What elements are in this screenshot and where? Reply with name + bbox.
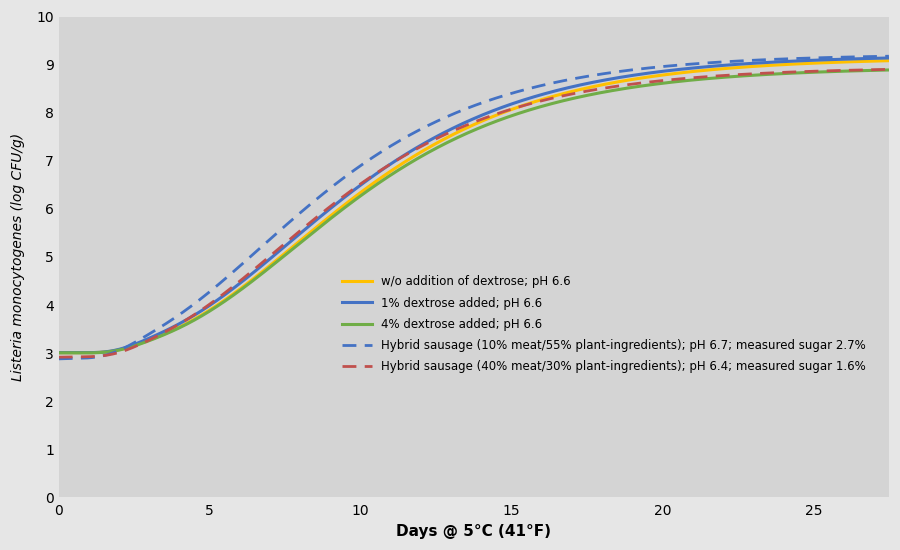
X-axis label: Days @ 5°C (41°F): Days @ 5°C (41°F)	[396, 524, 552, 539]
Hybrid sausage (40% meat/30% plant-ingredients); pH 6.4; measured sugar 1.6%	[53, 354, 64, 360]
Y-axis label: Listeria monocytogenes (log CFU/g): Listeria monocytogenes (log CFU/g)	[11, 133, 25, 381]
4% dextrose added; pH 6.6	[884, 67, 895, 73]
w/o addition of dextrose; pH 6.6	[53, 349, 64, 356]
4% dextrose added; pH 6.6	[390, 169, 400, 175]
Hybrid sausage (10% meat/55% plant-ingredients); pH 6.7; measured sugar 2.7%	[716, 59, 726, 65]
Hybrid sausage (40% meat/30% plant-ingredients); pH 6.4; measured sugar 1.6%	[701, 73, 712, 80]
Line: Hybrid sausage (40% meat/30% plant-ingredients); pH 6.4; measured sugar 1.6%: Hybrid sausage (40% meat/30% plant-ingre…	[58, 69, 889, 357]
4% dextrose added; pH 6.6	[701, 75, 712, 82]
Hybrid sausage (10% meat/55% plant-ingredients); pH 6.7; measured sugar 2.7%	[701, 60, 712, 67]
1% dextrose added; pH 6.6	[701, 63, 712, 70]
Hybrid sausage (40% meat/30% plant-ingredients); pH 6.4; measured sugar 1.6%	[389, 158, 400, 165]
1% dextrose added; pH 6.6	[884, 54, 895, 61]
Line: 4% dextrose added; pH 6.6: 4% dextrose added; pH 6.6	[58, 70, 889, 353]
w/o addition of dextrose; pH 6.6	[624, 76, 634, 83]
Hybrid sausage (10% meat/55% plant-ingredients); pH 6.7; measured sugar 2.7%	[884, 53, 895, 59]
Line: Hybrid sausage (10% meat/55% plant-ingredients); pH 6.7; measured sugar 2.7%: Hybrid sausage (10% meat/55% plant-ingre…	[58, 56, 889, 359]
Hybrid sausage (40% meat/30% plant-ingredients); pH 6.4; measured sugar 1.6%	[419, 141, 430, 148]
w/o addition of dextrose; pH 6.6	[419, 147, 430, 153]
Hybrid sausage (40% meat/30% plant-ingredients); pH 6.4; measured sugar 1.6%	[138, 339, 148, 346]
Hybrid sausage (40% meat/30% plant-ingredients); pH 6.4; measured sugar 1.6%	[716, 73, 726, 79]
Line: 1% dextrose added; pH 6.6: 1% dextrose added; pH 6.6	[58, 58, 889, 353]
Hybrid sausage (40% meat/30% plant-ingredients); pH 6.4; measured sugar 1.6%	[624, 81, 634, 88]
1% dextrose added; pH 6.6	[419, 140, 430, 146]
w/o addition of dextrose; pH 6.6	[389, 166, 400, 172]
Hybrid sausage (10% meat/55% plant-ingredients); pH 6.7; measured sugar 2.7%	[624, 67, 634, 74]
w/o addition of dextrose; pH 6.6	[138, 339, 148, 345]
Hybrid sausage (10% meat/55% plant-ingredients); pH 6.7; measured sugar 2.7%	[419, 124, 430, 131]
1% dextrose added; pH 6.6	[390, 158, 400, 164]
4% dextrose added; pH 6.6	[53, 349, 64, 356]
Line: w/o addition of dextrose; pH 6.6: w/o addition of dextrose; pH 6.6	[58, 60, 889, 353]
4% dextrose added; pH 6.6	[419, 151, 430, 157]
1% dextrose added; pH 6.6	[625, 73, 635, 79]
1% dextrose added; pH 6.6	[53, 349, 64, 356]
Hybrid sausage (10% meat/55% plant-ingredients); pH 6.7; measured sugar 2.7%	[138, 334, 148, 340]
4% dextrose added; pH 6.6	[81, 350, 92, 356]
1% dextrose added; pH 6.6	[81, 349, 92, 356]
w/o addition of dextrose; pH 6.6	[716, 65, 726, 72]
Hybrid sausage (40% meat/30% plant-ingredients); pH 6.4; measured sugar 1.6%	[884, 66, 895, 73]
Legend: w/o addition of dextrose; pH 6.6, 1% dextrose added; pH 6.6, 4% dextrose added; : w/o addition of dextrose; pH 6.6, 1% dex…	[338, 271, 870, 378]
w/o addition of dextrose; pH 6.6	[884, 57, 895, 64]
1% dextrose added; pH 6.6	[139, 337, 149, 344]
1% dextrose added; pH 6.6	[716, 62, 727, 69]
4% dextrose added; pH 6.6	[716, 74, 727, 81]
Hybrid sausage (10% meat/55% plant-ingredients); pH 6.7; measured sugar 2.7%	[389, 140, 400, 147]
4% dextrose added; pH 6.6	[625, 85, 635, 91]
w/o addition of dextrose; pH 6.6	[701, 67, 712, 74]
Hybrid sausage (10% meat/55% plant-ingredients); pH 6.7; measured sugar 2.7%	[53, 355, 64, 362]
4% dextrose added; pH 6.6	[139, 339, 149, 346]
